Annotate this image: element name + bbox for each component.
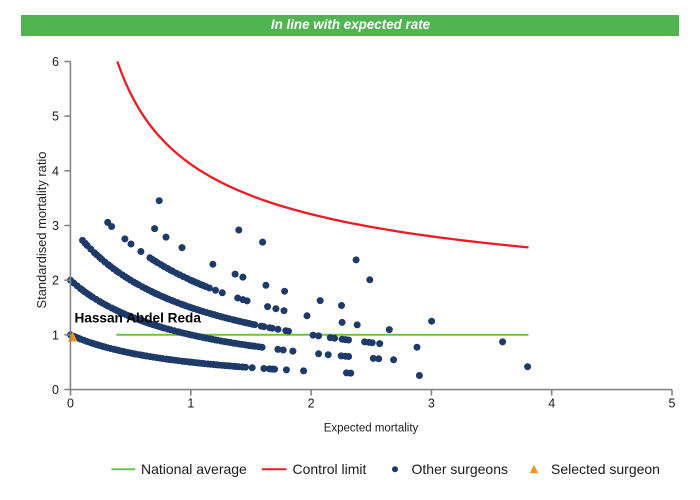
svg-text:1: 1 [187, 397, 194, 411]
svg-text:2: 2 [52, 274, 59, 288]
svg-text:Expected mortality: Expected mortality [324, 423, 419, 435]
svg-text:3: 3 [52, 219, 59, 233]
svg-text:In line with expected rate: In line with expected rate [271, 17, 431, 32]
svg-text:0: 0 [52, 383, 59, 397]
svg-text:6: 6 [52, 55, 59, 69]
svg-text:Hassan Abdel Reda: Hassan Abdel Reda [75, 311, 202, 326]
svg-text:Control limit: Control limit [293, 461, 367, 477]
svg-text:Selected surgeon: Selected surgeon [551, 461, 660, 477]
svg-text:4: 4 [548, 397, 555, 411]
svg-text:Other surgeons: Other surgeons [412, 461, 509, 477]
svg-text:1: 1 [52, 328, 59, 342]
svg-text:4: 4 [52, 164, 59, 178]
svg-text:5: 5 [52, 110, 59, 124]
svg-text:National average: National average [141, 461, 247, 477]
svg-text:2: 2 [308, 397, 315, 411]
svg-text:3: 3 [428, 397, 435, 411]
svg-text:0: 0 [67, 397, 74, 411]
svg-text:5: 5 [669, 397, 676, 411]
svg-text:Standardised mortality ratio: Standardised mortality ratio [34, 152, 49, 309]
